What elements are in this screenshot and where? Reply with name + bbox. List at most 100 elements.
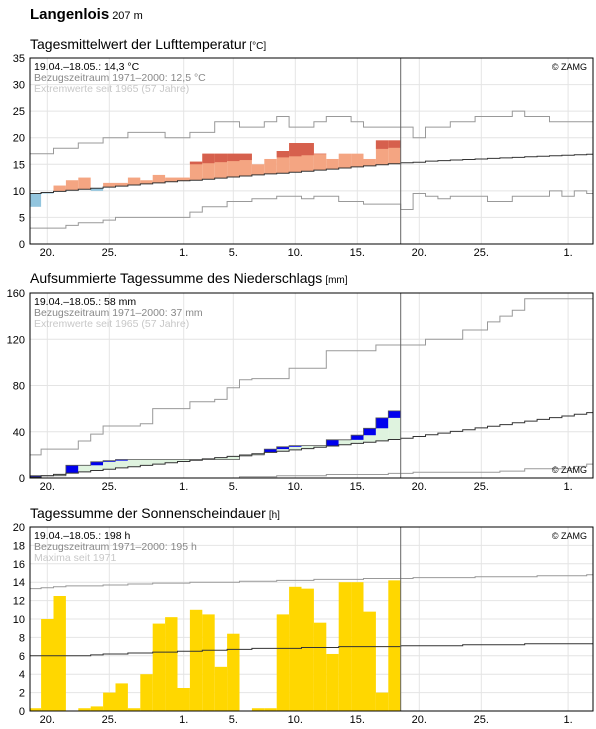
precip-x-tick: 1. (564, 481, 573, 493)
temp-anomaly-bar (214, 153, 228, 179)
precip-x-tick: 15. (350, 481, 365, 493)
precip-area-segment (78, 465, 91, 472)
sunshine-unit: [h] (268, 510, 280, 521)
precip-daily-increment (115, 459, 128, 461)
temp-plot-border (29, 57, 594, 245)
temp-y-tick: 15 (13, 159, 25, 171)
temp-anomaly-bar (78, 177, 91, 190)
precip-area-segment (65, 465, 79, 474)
temp-anomaly-bar (363, 158, 376, 166)
precip-x-tick: 5. (229, 481, 238, 493)
sunshine-bar (289, 586, 302, 711)
sun-plot-border (29, 526, 594, 712)
temp-strong-anomaly-bar (239, 153, 252, 161)
precip-area-segment (214, 457, 228, 460)
precip-area-segment (301, 445, 314, 449)
sun-y-tick: 0 (19, 706, 25, 718)
precip-min-extreme-line (30, 463, 593, 479)
precipitation-chart-title: Aufsummierte Tagessumme des Niederschlag… (30, 270, 348, 286)
precip-y-tick: 0 (19, 473, 25, 485)
precip-reference-line (30, 412, 593, 478)
temp-anomaly-bar (338, 153, 352, 169)
precip-area-segment (115, 459, 128, 468)
sun-info-line: Bezugszeitraum 1971–2000: 195 h (34, 541, 197, 553)
temp-strong-anomaly-bar (214, 153, 228, 163)
temp-anomaly-bar (65, 180, 79, 191)
temp-anomaly-bar (239, 153, 252, 176)
sun-y-tick: 18 (13, 540, 25, 552)
precip-area-segment (326, 439, 339, 446)
temp-y-tick: 10 (13, 186, 25, 198)
station-header: Langenlois 207 m (30, 6, 143, 23)
precip-info-line: Bezugszeitraum 1971–2000: 37 mm (34, 307, 203, 319)
precip-daily-increment (363, 428, 376, 436)
temp-anomaly-bar (152, 174, 166, 183)
sunshine-bar (351, 582, 364, 711)
temp-anomaly-bar (103, 182, 116, 188)
precip-daily-increment (351, 435, 364, 440)
precip-x-tick: 20. (40, 481, 55, 493)
temp-y-tick: 25 (13, 106, 25, 118)
precipitation-title-text: Aufsummierte Tagessumme des Niederschlag… (30, 270, 323, 286)
temp-y-tick: 0 (19, 239, 25, 251)
temp-x-tick: 10. (288, 247, 303, 259)
precip-daily-increment (326, 439, 339, 446)
precip-area-segment (177, 459, 190, 462)
sunshine-bar (214, 666, 228, 711)
precip-daily-increment (90, 461, 104, 466)
temp-anomaly-bar (289, 143, 302, 173)
sun-info-line: Maxima seit 1971 (34, 552, 116, 564)
temp-strong-anomaly-bar (301, 143, 314, 156)
precip-y-tick: 120 (7, 334, 25, 346)
sunshine-bar (127, 708, 141, 711)
sun-y-tick: 10 (13, 614, 25, 626)
temp-strong-anomaly-bar (313, 153, 327, 155)
precip-area-segment (351, 435, 364, 444)
temp-reference-line (30, 153, 593, 194)
precip-area-segment (375, 417, 389, 441)
precip-area-segment (30, 475, 42, 477)
sun-max-line (30, 574, 593, 590)
sunshine-bar (264, 708, 277, 711)
temp-info-line: Extremwerte seit 1965 (57 Jahre) (34, 83, 189, 95)
temp-x-tick: 25. (102, 247, 117, 259)
precip-info-line: 19.04.–18.05.: 58 mm (34, 296, 136, 308)
precip-x-tick: 1. (179, 481, 188, 493)
sun-y-tick: 20 (13, 522, 25, 534)
temp-x-tick: 25. (474, 247, 489, 259)
sun-y-tick: 14 (13, 577, 25, 589)
precip-area-segment (338, 439, 352, 445)
sunshine-bar (177, 688, 190, 711)
sun-x-tick: 25. (102, 714, 117, 726)
precip-cumulative-line (30, 410, 401, 477)
precip-area-segment (388, 410, 401, 440)
temp-y-tick: 5 (19, 212, 25, 224)
sunshine-bar (53, 596, 66, 711)
temp-y-tick: 30 (13, 80, 25, 92)
precip-x-tick: 10. (288, 481, 303, 493)
sunshine-bar (115, 683, 128, 711)
sun-x-tick: 10. (288, 714, 303, 726)
precip-area-segment (140, 459, 153, 466)
precip-area-segment (264, 449, 277, 453)
sun-reference-line (30, 643, 593, 657)
temp-info-line: Bezugszeitraum 1971–2000: 12,5 °C (34, 72, 206, 84)
sunshine-chart-title: Tagessumme der Sonnenscheindauer [h] (30, 505, 280, 521)
precip-x-tick: 20. (412, 481, 427, 493)
temp-strong-anomaly-bar (227, 153, 240, 162)
temp-anomaly-bar (202, 153, 215, 180)
precip-copyright: © ZAMG (552, 465, 587, 475)
precip-area-segment (289, 445, 302, 450)
temp-copyright: © ZAMG (552, 62, 587, 72)
temp-strong-anomaly-bar (388, 140, 401, 148)
temp-anomaly-bar (165, 177, 178, 182)
sunshine-bar (140, 674, 153, 711)
sunshine-bar (388, 580, 401, 711)
sun-x-tick: 20. (40, 714, 55, 726)
sun-x-tick: 25. (474, 714, 489, 726)
precip-daily-increment (30, 475, 42, 477)
sun-x-tick: 1. (564, 714, 573, 726)
sun-x-tick: 1. (179, 714, 188, 726)
